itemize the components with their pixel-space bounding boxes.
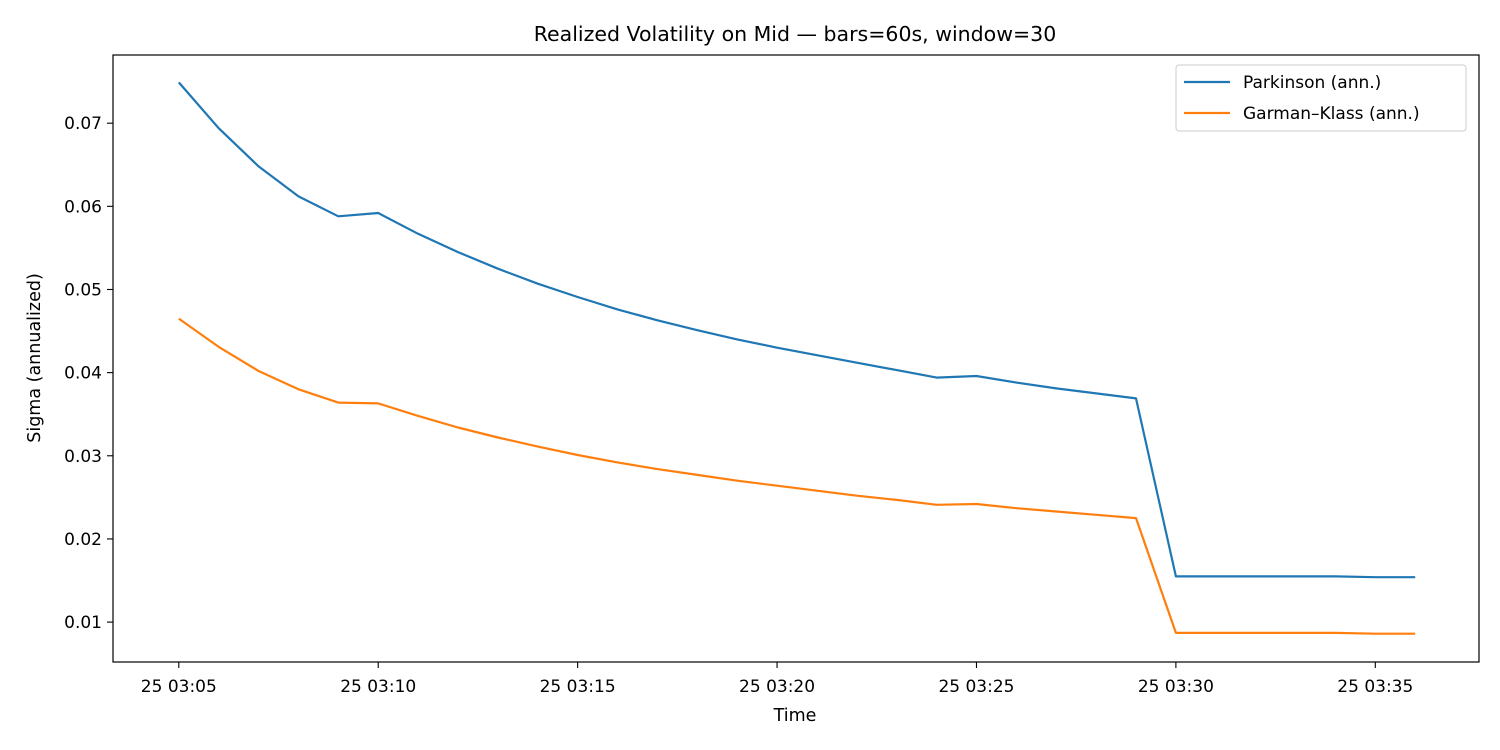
chart-title: Realized Volatility on Mid — bars=60s, w…	[534, 22, 1057, 46]
legend-label-garman-klass: Garman–Klass (ann.)	[1243, 104, 1420, 124]
x-tick-label: 25 03:05	[141, 677, 217, 697]
plot-frame	[112, 54, 1480, 663]
legend-box	[1175, 64, 1467, 132]
x-tick-label: 25 03:20	[739, 677, 815, 697]
legend: Parkinson (ann.) Garman–Klass (ann.)	[1175, 64, 1467, 132]
series-line-parkinson	[177, 81, 1416, 579]
y-tick-label: 0.01	[64, 613, 102, 633]
series-layer	[177, 81, 1416, 635]
series-line-garman-klass	[178, 317, 1416, 635]
y-tick-label: 0.04	[64, 364, 102, 384]
x-tick-label: 25 03:30	[1138, 677, 1214, 697]
x-tick-label: 25 03:25	[938, 677, 1014, 697]
y-axis-ticks: 0.01 0.02 0.03 0.04 0.05 0.06 0.07	[64, 114, 113, 633]
legend-label-parkinson: Parkinson (ann.)	[1243, 73, 1381, 93]
y-tick-label: 0.05	[64, 280, 102, 300]
y-tick-label: 0.02	[64, 530, 102, 550]
x-tick-label: 25 03:35	[1337, 677, 1413, 697]
y-tick-label: 0.06	[64, 197, 102, 217]
x-tick-label: 25 03:15	[540, 677, 616, 697]
x-axis-ticks: 25 03:05 25 03:10 25 03:15 25 03:20 25 03:25…	[141, 662, 1413, 697]
y-tick-label: 0.07	[64, 114, 102, 134]
y-tick-label: 0.03	[64, 447, 102, 467]
y-axis-label: Sigma (annualized)	[25, 273, 45, 443]
x-axis-label: Time	[773, 706, 817, 726]
x-tick-label: 25 03:10	[340, 677, 416, 697]
